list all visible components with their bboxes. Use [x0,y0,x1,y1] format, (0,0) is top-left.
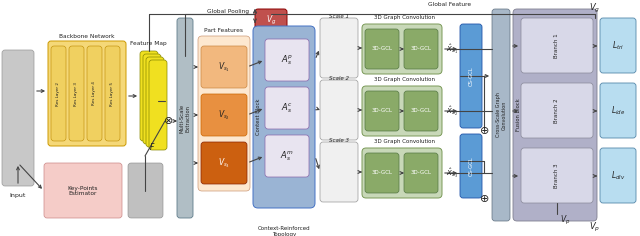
FancyBboxPatch shape [253,26,315,208]
FancyBboxPatch shape [362,86,442,136]
Text: Cross-Scale Graph
Convolution: Cross-Scale Graph Convolution [495,93,506,137]
Text: $V_{s_3}$: $V_{s_3}$ [218,156,230,170]
Text: Branch 2: Branch 2 [554,99,559,123]
FancyBboxPatch shape [265,87,309,129]
FancyBboxPatch shape [69,46,84,141]
FancyBboxPatch shape [48,41,126,146]
Text: 3D-GCL: 3D-GCL [371,109,392,114]
FancyBboxPatch shape [320,18,358,78]
FancyBboxPatch shape [492,9,510,221]
Text: Key-Points
Estimator: Key-Points Estimator [68,185,99,196]
FancyBboxPatch shape [600,18,636,73]
Text: Scale 2: Scale 2 [329,76,349,80]
Text: $\oplus$: $\oplus$ [479,125,489,135]
Text: 3D-GCL: 3D-GCL [410,46,431,51]
Text: $V_g$: $V_g$ [266,13,276,27]
FancyBboxPatch shape [128,163,163,218]
FancyBboxPatch shape [404,91,438,131]
Text: Multi-Scale
Extraction: Multi-Scale Extraction [180,103,191,133]
FancyBboxPatch shape [149,60,167,150]
FancyBboxPatch shape [2,50,34,186]
Text: $V_p$: $V_p$ [589,221,600,234]
Text: 3D-GCL: 3D-GCL [410,109,431,114]
Text: 3D-GCL: 3D-GCL [371,46,392,51]
FancyBboxPatch shape [51,46,66,141]
Text: $A_s^p$: $A_s^p$ [281,53,293,67]
Text: $\hat{X}_{S_3}$: $\hat{X}_{S_3}$ [446,166,458,180]
Text: $A_s^m$: $A_s^m$ [280,149,294,163]
Text: F: F [150,143,154,152]
Text: 3D Graph Convolution: 3D Graph Convolution [374,16,435,21]
Text: CS-GCL: CS-GCL [468,66,474,86]
Text: $V_{s_1}$: $V_{s_1}$ [218,60,230,74]
Text: Context-Reinforced
Topology: Context-Reinforced Topology [258,226,310,236]
FancyBboxPatch shape [320,142,358,202]
FancyBboxPatch shape [521,18,593,73]
Text: CS-GCL: CS-GCL [468,156,474,176]
FancyBboxPatch shape [365,29,399,69]
Text: Scale 1: Scale 1 [329,13,349,18]
Text: Context Block: Context Block [257,99,262,135]
Text: $A_s^c$: $A_s^c$ [281,101,293,115]
Text: Input: Input [10,194,26,198]
Text: $\oplus$: $\oplus$ [479,193,489,203]
Text: $L_{div}$: $L_{div}$ [611,170,625,182]
FancyBboxPatch shape [265,135,309,177]
Text: Res Layer 2: Res Layer 2 [56,81,61,105]
Text: Global Feature: Global Feature [428,3,472,8]
Text: Global Pooling: Global Pooling [207,8,249,13]
FancyBboxPatch shape [87,46,102,141]
FancyBboxPatch shape [177,18,193,218]
FancyBboxPatch shape [201,94,247,136]
Text: $L_{tri}$: $L_{tri}$ [612,40,624,52]
FancyBboxPatch shape [362,24,442,74]
FancyBboxPatch shape [521,83,593,138]
FancyBboxPatch shape [265,39,309,81]
FancyBboxPatch shape [255,9,287,31]
Text: Backbone Network: Backbone Network [60,34,115,38]
FancyBboxPatch shape [600,148,636,203]
Text: 3D Graph Convolution: 3D Graph Convolution [374,139,435,144]
FancyBboxPatch shape [460,24,482,128]
FancyBboxPatch shape [513,9,597,221]
Text: Part Features: Part Features [205,29,243,34]
Text: $\otimes$: $\otimes$ [163,115,173,126]
FancyBboxPatch shape [365,91,399,131]
Text: $\hat{X}_{S_2}$: $\hat{X}_{S_2}$ [446,104,458,118]
FancyBboxPatch shape [365,153,399,193]
Text: $V_p$: $V_p$ [560,213,570,227]
Text: Res Layer 5: Res Layer 5 [111,81,115,105]
Text: 3D-GCL: 3D-GCL [371,170,392,176]
FancyBboxPatch shape [44,163,122,218]
FancyBboxPatch shape [404,29,438,69]
FancyBboxPatch shape [146,57,164,147]
Text: Branch 3: Branch 3 [554,164,559,188]
Text: Res Layer 3: Res Layer 3 [74,81,79,105]
FancyBboxPatch shape [521,148,593,203]
Text: 3D Graph Convolution: 3D Graph Convolution [374,77,435,83]
FancyBboxPatch shape [404,153,438,193]
Text: Branch 1: Branch 1 [554,34,559,58]
Text: 3D-GCL: 3D-GCL [410,170,431,176]
FancyBboxPatch shape [105,46,120,141]
Text: Res Layer 4: Res Layer 4 [93,82,97,105]
FancyBboxPatch shape [460,134,482,198]
FancyBboxPatch shape [140,51,158,141]
FancyBboxPatch shape [143,54,161,144]
FancyBboxPatch shape [201,142,247,184]
Text: Feature Map: Feature Map [130,42,166,46]
FancyBboxPatch shape [362,148,442,198]
FancyBboxPatch shape [600,83,636,138]
Text: $L_{ide}$: $L_{ide}$ [611,105,625,117]
FancyBboxPatch shape [320,80,358,140]
FancyBboxPatch shape [198,36,250,191]
Text: Scale 3: Scale 3 [329,138,349,143]
Text: $V_g$: $V_g$ [589,1,600,15]
FancyBboxPatch shape [201,46,247,88]
Text: $V_{s_2}$: $V_{s_2}$ [218,108,230,122]
Text: $\hat{X}_{S_1}$: $\hat{X}_{S_1}$ [446,42,458,56]
Text: Fusion Block: Fusion Block [516,99,522,131]
